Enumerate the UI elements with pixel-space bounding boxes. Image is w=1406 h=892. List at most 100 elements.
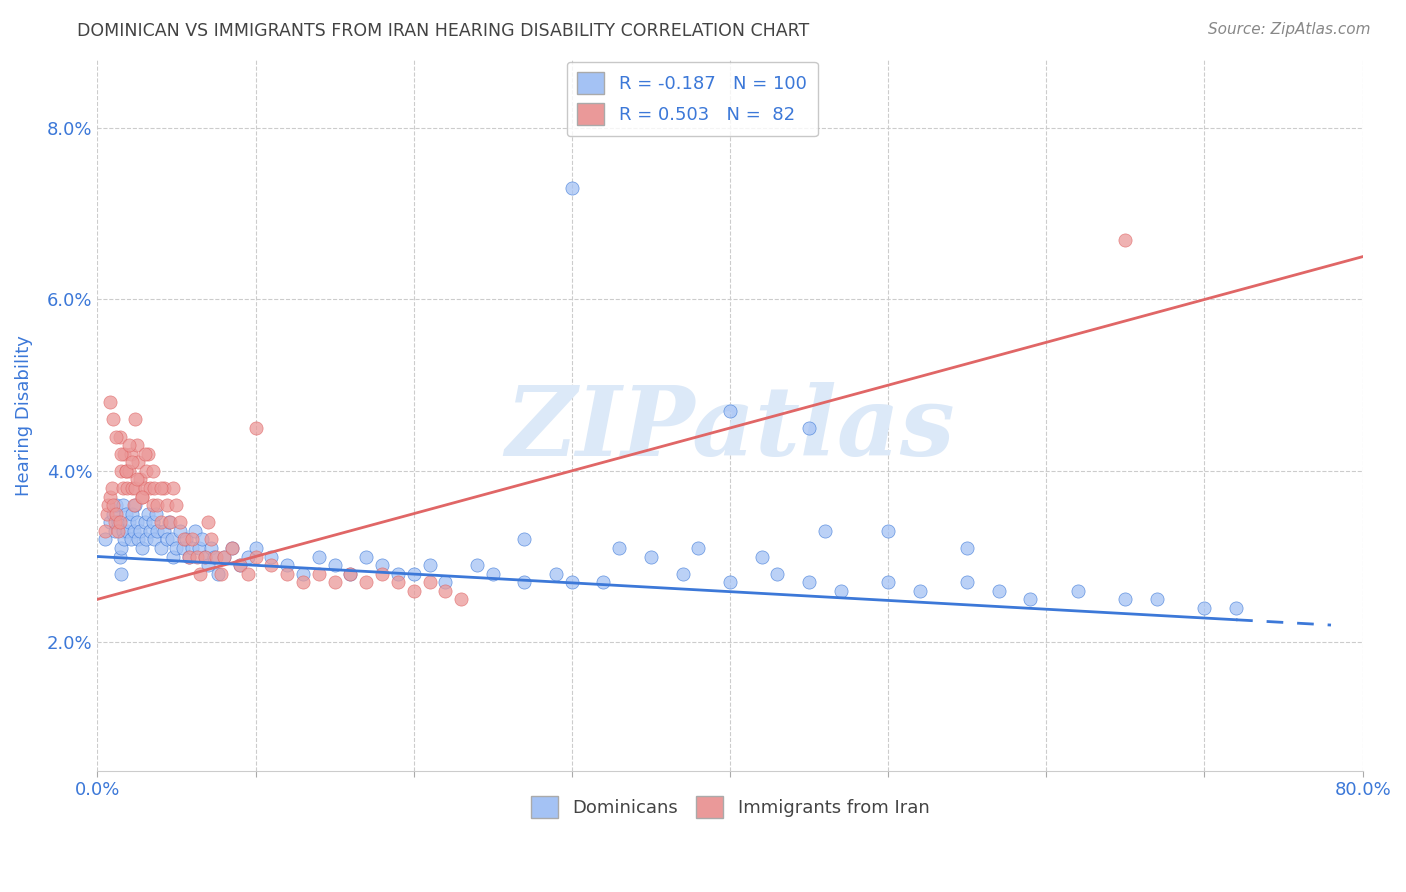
Point bbox=[96, 507, 118, 521]
Point bbox=[98, 490, 121, 504]
Point bbox=[110, 447, 132, 461]
Point bbox=[718, 404, 741, 418]
Point bbox=[766, 566, 789, 581]
Point bbox=[987, 583, 1010, 598]
Point bbox=[291, 566, 314, 581]
Point bbox=[105, 429, 128, 443]
Point bbox=[103, 412, 125, 426]
Point bbox=[111, 498, 134, 512]
Point bbox=[177, 549, 200, 564]
Point bbox=[1194, 601, 1216, 615]
Point bbox=[190, 533, 212, 547]
Point bbox=[174, 533, 197, 547]
Point bbox=[104, 515, 127, 529]
Point bbox=[112, 533, 135, 547]
Point bbox=[162, 481, 184, 495]
Point bbox=[212, 549, 235, 564]
Point bbox=[146, 524, 169, 538]
Point bbox=[797, 421, 820, 435]
Point bbox=[402, 583, 425, 598]
Point bbox=[118, 438, 141, 452]
Point bbox=[592, 575, 614, 590]
Point bbox=[153, 481, 176, 495]
Point bbox=[134, 515, 156, 529]
Point bbox=[124, 481, 146, 495]
Point bbox=[245, 421, 267, 435]
Point bbox=[402, 566, 425, 581]
Point bbox=[221, 541, 243, 555]
Point bbox=[202, 549, 225, 564]
Point bbox=[200, 541, 222, 555]
Point bbox=[194, 549, 217, 564]
Point bbox=[956, 575, 979, 590]
Point bbox=[131, 541, 153, 555]
Point bbox=[120, 533, 142, 547]
Point bbox=[149, 481, 172, 495]
Point bbox=[110, 464, 132, 478]
Point bbox=[245, 549, 267, 564]
Point bbox=[129, 472, 152, 486]
Point bbox=[418, 558, 440, 572]
Point bbox=[149, 541, 172, 555]
Point bbox=[117, 481, 139, 495]
Point bbox=[128, 455, 150, 469]
Point bbox=[121, 481, 143, 495]
Point bbox=[98, 395, 121, 409]
Point bbox=[354, 575, 377, 590]
Point bbox=[671, 566, 693, 581]
Point bbox=[387, 566, 409, 581]
Point bbox=[146, 498, 169, 512]
Point bbox=[228, 558, 250, 572]
Point bbox=[308, 566, 330, 581]
Point bbox=[751, 549, 773, 564]
Point bbox=[134, 481, 156, 495]
Point bbox=[142, 464, 165, 478]
Point bbox=[197, 515, 219, 529]
Y-axis label: Hearing Disability: Hearing Disability bbox=[15, 334, 32, 496]
Point bbox=[160, 533, 183, 547]
Point bbox=[118, 464, 141, 478]
Point bbox=[465, 558, 488, 572]
Point bbox=[434, 575, 457, 590]
Point bbox=[124, 498, 146, 512]
Point bbox=[121, 507, 143, 521]
Point bbox=[830, 583, 852, 598]
Point bbox=[115, 464, 138, 478]
Point bbox=[142, 515, 165, 529]
Legend: Dominicans, Immigrants from Iran: Dominicans, Immigrants from Iran bbox=[523, 789, 936, 826]
Text: ZIPatlas: ZIPatlas bbox=[505, 383, 955, 476]
Point bbox=[122, 498, 145, 512]
Point bbox=[94, 533, 117, 547]
Point bbox=[111, 481, 134, 495]
Point bbox=[276, 566, 298, 581]
Point bbox=[1225, 601, 1247, 615]
Point bbox=[103, 498, 125, 512]
Point bbox=[124, 412, 146, 426]
Point bbox=[100, 481, 122, 495]
Point bbox=[797, 575, 820, 590]
Point bbox=[339, 566, 361, 581]
Point bbox=[110, 566, 132, 581]
Point bbox=[221, 541, 243, 555]
Point bbox=[173, 533, 195, 547]
Point bbox=[142, 498, 165, 512]
Point bbox=[207, 566, 229, 581]
Point bbox=[188, 566, 211, 581]
Point bbox=[1114, 592, 1136, 607]
Point bbox=[131, 490, 153, 504]
Point bbox=[260, 549, 283, 564]
Point bbox=[354, 549, 377, 564]
Point bbox=[156, 498, 179, 512]
Point bbox=[308, 549, 330, 564]
Point bbox=[212, 549, 235, 564]
Point bbox=[228, 558, 250, 572]
Point bbox=[157, 515, 180, 529]
Point bbox=[177, 549, 200, 564]
Point bbox=[159, 515, 181, 529]
Point bbox=[1019, 592, 1042, 607]
Point bbox=[371, 566, 394, 581]
Point bbox=[561, 575, 583, 590]
Point bbox=[125, 515, 148, 529]
Point bbox=[143, 533, 166, 547]
Point bbox=[181, 533, 204, 547]
